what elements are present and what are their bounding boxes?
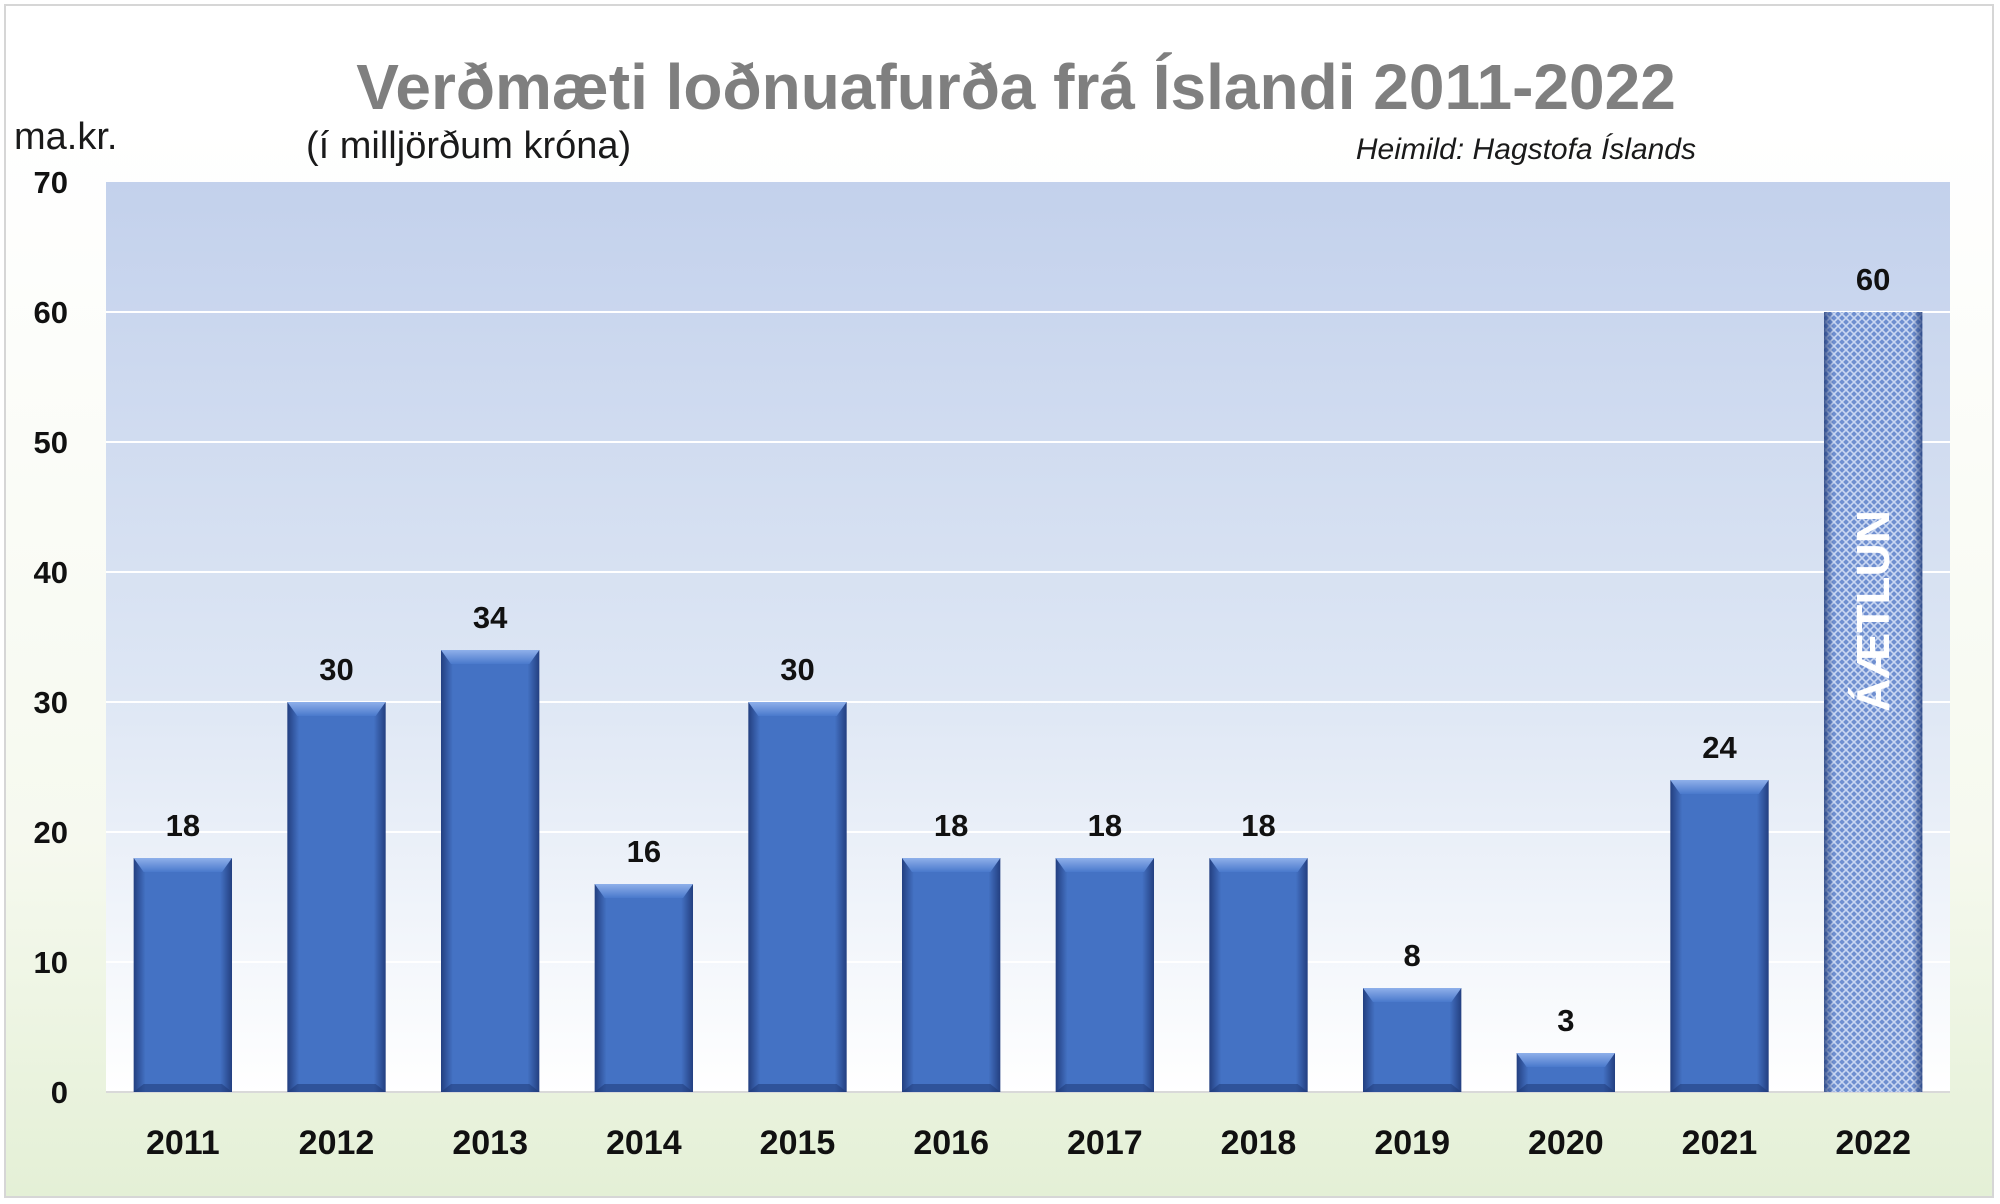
data-label: 18 [1088, 808, 1122, 843]
bar-bevel [1055, 858, 1155, 872]
bar [901, 858, 1001, 1092]
y-axis-label: ma.kr. [14, 116, 117, 158]
bar-bevel [901, 858, 1001, 872]
x-tick-label: 2022 [1835, 1124, 1911, 1162]
x-tick-label: 2011 [146, 1124, 220, 1162]
bar [133, 858, 233, 1092]
y-tick-label: 40 [34, 555, 68, 590]
x-tick-layer: 2011 2012 2013 2014 2015 2016 2017 2018 2019 2020… [146, 1124, 1911, 1162]
bar-layer: 18 30 34 16 30 18 18 18 8 3 24 ÁÆTLUN 60 [133, 262, 1923, 1092]
y-tick-label: 30 [34, 685, 68, 720]
data-label: 24 [1702, 730, 1737, 765]
x-tick-label: 2015 [760, 1124, 836, 1162]
data-label: 16 [627, 834, 661, 869]
grid-layer [106, 311, 1950, 1093]
bar [1209, 858, 1308, 1092]
bar-bevel [133, 858, 233, 872]
data-label: 8 [1404, 938, 1421, 973]
bar-bevel [594, 884, 694, 898]
bar [594, 884, 694, 1092]
bar-base [901, 1084, 1001, 1092]
chart-svg: Verðmæti loðnuafurða frá Íslandi 2011-20… [14, 51, 1950, 1162]
x-tick-label: 2017 [1067, 1124, 1143, 1162]
x-tick-label: 2016 [913, 1124, 989, 1162]
bar-bevel [748, 702, 847, 716]
data-label: 18 [1241, 808, 1275, 843]
data-label: 18 [934, 808, 968, 843]
x-tick-label: 2021 [1682, 1124, 1758, 1162]
data-label: 60 [1856, 262, 1890, 297]
bar-base [287, 1084, 386, 1092]
y-tick-label: 50 [34, 425, 68, 460]
bar [748, 702, 847, 1092]
x-tick-label: 2013 [452, 1124, 528, 1162]
bar-base [133, 1084, 233, 1092]
data-label: 30 [780, 652, 814, 687]
chart-title: Verðmæti loðnuafurða frá Íslandi 2011-20… [356, 51, 1676, 123]
estimate-label: ÁÆTLUN [1847, 510, 1899, 712]
data-label: 30 [319, 652, 353, 687]
data-label: 3 [1557, 1003, 1574, 1038]
bar-base [1209, 1084, 1308, 1092]
bar-base [1055, 1084, 1155, 1092]
y-tick-label: 10 [34, 945, 68, 980]
bar-base [1362, 1084, 1462, 1092]
bar-bevel [440, 650, 540, 664]
x-tick-label: 2018 [1221, 1124, 1297, 1162]
bar-bevel [287, 702, 386, 716]
data-label: 34 [473, 600, 508, 635]
bar-base [1516, 1084, 1616, 1092]
bar-estimate-shade [1823, 312, 1923, 1092]
bar-bevel [1209, 858, 1308, 872]
bar [440, 650, 540, 1092]
bar [1055, 858, 1155, 1092]
x-tick-label: 2019 [1374, 1124, 1450, 1162]
y-tick-label: 0 [51, 1075, 68, 1110]
source-note: Heimild: Hagstofa Íslands [1356, 133, 1696, 166]
bar-base [748, 1084, 847, 1092]
bar [1362, 988, 1462, 1092]
chart-frame: Verðmæti loðnuafurða frá Íslandi 2011-20… [4, 4, 1994, 1198]
bar-bevel [1670, 780, 1769, 794]
bar-base [440, 1084, 540, 1092]
chart-subtitle: (í milljörðum króna) [306, 125, 631, 167]
x-tick-label: 2020 [1528, 1124, 1604, 1162]
bar-bevel [1362, 988, 1462, 1002]
y-tick-label: 20 [34, 815, 68, 850]
x-tick-label: 2012 [299, 1124, 375, 1162]
y-tick-layer: 0 10 20 30 40 50 60 70 [34, 165, 68, 1110]
bar [287, 702, 386, 1092]
x-tick-label: 2014 [606, 1124, 682, 1162]
y-tick-label: 70 [34, 165, 68, 200]
bar-bevel [1516, 1053, 1616, 1067]
data-label: 18 [166, 808, 200, 843]
bar-base [594, 1084, 694, 1092]
plot-area [106, 182, 1950, 1092]
bar-base [1670, 1084, 1769, 1092]
bar [1670, 780, 1769, 1092]
y-tick-label: 60 [34, 295, 68, 330]
